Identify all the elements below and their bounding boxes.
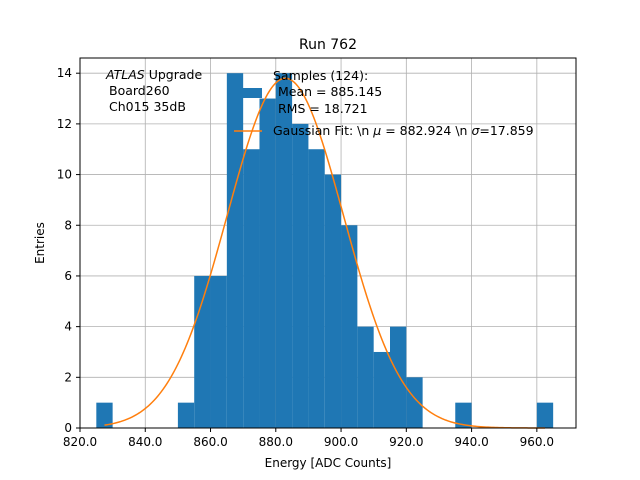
legend-samples-header: Samples (124):: [273, 68, 368, 83]
histogram-bar: [292, 123, 309, 428]
x-tick-label: 880.0: [259, 435, 293, 449]
histogram-bar: [536, 402, 554, 428]
y-tick-label: 6: [64, 269, 72, 283]
histogram-bar: [275, 73, 293, 429]
x-tick-label: 960.0: [520, 435, 554, 449]
plot-frame: [79, 57, 577, 429]
legend-fit-mu: = 882.924 \n: [381, 123, 471, 138]
gaussian-fit-curve: [104, 77, 545, 429]
bars: [96, 73, 554, 429]
legend-fit-label: Gaussian Fit: \n μ = 882.924 \n σ=17.859: [273, 123, 534, 138]
sigma-symbol: σ: [471, 123, 480, 138]
histogram-bar: [259, 98, 276, 428]
chart-title: Run 762: [299, 37, 357, 53]
x-tick-label: 940.0: [454, 435, 488, 449]
y-tick-label: 2: [64, 370, 72, 384]
y-tick-label: 10: [57, 168, 72, 182]
histogram-bar: [243, 149, 260, 428]
run-annotation: ATLAS Upgrade Board260 Ch015 35dB: [105, 67, 202, 114]
y-tick-label: 0: [64, 421, 72, 435]
y-tick-label: 14: [57, 66, 72, 80]
y-tick-label: 4: [64, 320, 72, 334]
histogram-bar: [406, 377, 423, 428]
histogram-bar: [177, 402, 195, 428]
legend: Samples (124): Mean = 885.145 RMS = 18.7…: [234, 68, 534, 138]
legend-samples-patch: [234, 88, 262, 98]
x-tick-label: 820.0: [63, 435, 97, 449]
mu-symbol: μ: [372, 123, 381, 138]
x-tick-label: 840.0: [128, 435, 162, 449]
x-axis-label: Energy [ADC Counts]: [265, 456, 392, 470]
histogram-bar: [96, 402, 113, 428]
legend-rms: RMS = 18.721: [278, 101, 368, 116]
histogram-bar: [308, 149, 325, 428]
y-axis-ticks: 0 2 4 6 8 10 12 14: [57, 66, 80, 435]
y-tick-label: 8: [64, 218, 72, 232]
y-axis-label: Entries: [33, 222, 47, 264]
histogram-bar: [210, 275, 227, 428]
histogram-bar: [390, 326, 407, 428]
histogram-bar: [455, 402, 472, 428]
histogram-bar: [341, 225, 358, 428]
legend-fit-prefix: Gaussian Fit: \n: [273, 123, 373, 138]
x-tick-label: 920.0: [389, 435, 423, 449]
x-tick-label: 860.0: [193, 435, 227, 449]
upgrade-label: Upgrade: [145, 67, 203, 82]
legend-fit-sigma: =17.859: [479, 123, 533, 138]
x-tick-label: 900.0: [324, 435, 358, 449]
annotation-line-1: ATLAS Upgrade: [105, 67, 202, 82]
y-tick-label: 12: [57, 117, 72, 131]
atlas-label: ATLAS: [105, 67, 145, 82]
annotation-channel: Ch015 35dB: [109, 99, 186, 114]
histogram-bar: [357, 326, 374, 428]
histogram-bar: [373, 351, 390, 428]
histogram-bar: [226, 73, 244, 429]
x-axis-ticks: 820.0 840.0 860.0 880.0 900.0 920.0 940.0 960.0: [63, 428, 554, 449]
histogram-bar: [324, 174, 342, 428]
annotation-board: Board260: [109, 83, 170, 98]
legend-mean: Mean = 885.145: [278, 84, 382, 99]
